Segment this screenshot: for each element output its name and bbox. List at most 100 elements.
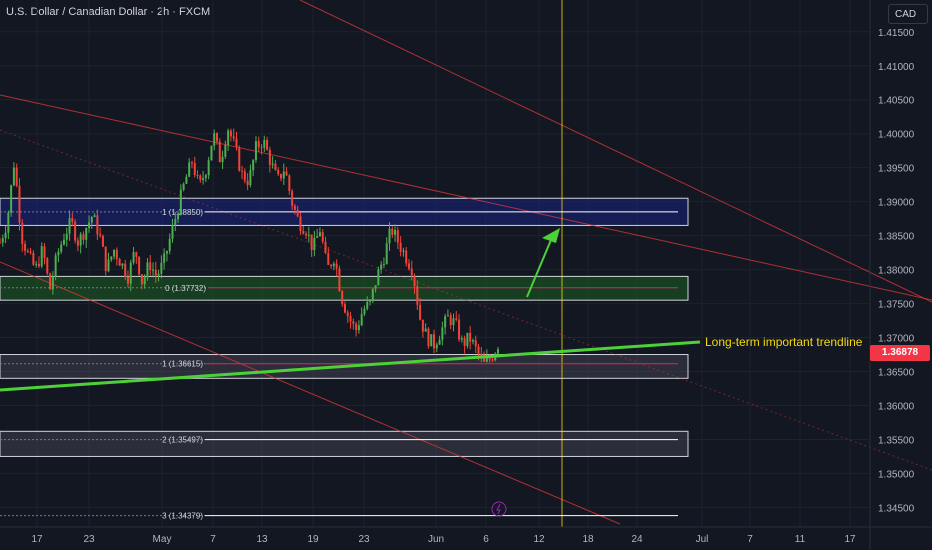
candle-body: [452, 318, 455, 326]
candle-body: [202, 178, 205, 180]
candle-body: [160, 262, 163, 274]
current-price-tag: 1.36878: [870, 345, 930, 361]
candle-body: [243, 171, 246, 181]
candle-body: [299, 216, 302, 232]
candle-body: [407, 263, 410, 269]
candle-body: [68, 218, 71, 234]
candle-body: [57, 251, 60, 256]
candle-body: [268, 149, 271, 165]
x-axis: 17 23 May 7 13 19 23 Jun 6 12 18 24 Jul 7 11 17: [0, 526, 932, 545]
candle-body: [227, 130, 230, 145]
candle-body: [321, 232, 324, 242]
long-term-trendline: [0, 340, 701, 392]
candle-body: [355, 323, 358, 331]
candle-body: [82, 234, 85, 240]
lightning-bolt: [496, 503, 501, 515]
annotation-marks: [491, 228, 560, 517]
candle-body: [279, 174, 282, 179]
candle-body: [263, 139, 266, 148]
candle-body: [291, 191, 294, 206]
candle-body: [460, 338, 463, 340]
candle-body: [416, 286, 419, 305]
y-axis: 1.41500 1.41000 1.40500 1.40000 1.39500 1.390…: [869, 0, 915, 550]
candle-body: [62, 239, 65, 245]
candle-body: [288, 175, 291, 192]
candle-body: [435, 344, 438, 349]
candle-body: [341, 291, 344, 305]
candle-body: [491, 359, 494, 361]
candle-body: [207, 160, 210, 176]
candle-body: [307, 234, 310, 236]
currency-badge[interactable]: CAD: [888, 4, 928, 24]
candle-body: [399, 242, 402, 252]
candle-body: [1, 238, 4, 243]
trendline-annotation: Long-term important trendline: [705, 335, 863, 349]
candle-body: [338, 268, 341, 292]
candle-body: [235, 138, 238, 148]
candle-body: [305, 233, 308, 236]
candle-body: [210, 145, 213, 161]
fib-label: 1 (1.36615): [162, 360, 203, 369]
candle-body: [165, 251, 168, 254]
candle-body: [260, 147, 263, 149]
candle-body: [366, 301, 369, 309]
candle-body: [32, 252, 35, 265]
fib-label: 0 (1.37732): [165, 284, 206, 293]
candle-body: [124, 263, 127, 277]
candle-body: [360, 314, 363, 326]
candle-body: [163, 253, 166, 263]
candle-body: [497, 349, 499, 354]
candle-body: [380, 264, 383, 270]
candle-body: [224, 144, 227, 157]
candle-body: [466, 332, 469, 346]
candle-body: [18, 185, 21, 223]
candle-body: [369, 299, 372, 302]
candle-body: [46, 258, 49, 274]
candle-body: [29, 251, 32, 253]
candle-body: [427, 328, 430, 347]
candle-body: [12, 167, 15, 186]
candle-body: [327, 252, 330, 265]
candle-body: [10, 185, 13, 213]
candle-body: [363, 308, 366, 315]
trendline: Long-term important trendline: [0, 335, 863, 392]
y-tick-label: 1.40000: [878, 130, 915, 141]
lightning-icon: [491, 501, 507, 517]
candle-body: [458, 319, 461, 340]
candle-body: [4, 232, 7, 239]
y-tick-label: 1.38500: [878, 232, 915, 243]
y-tick-label: 1.38000: [878, 266, 915, 277]
projection-arrow-shaft: [526, 239, 552, 298]
candle-body: [221, 156, 224, 163]
candle-body: [266, 139, 269, 150]
candle-body: [0, 242, 1, 244]
fib-label: 1 (1.38850): [162, 208, 203, 217]
candle-body: [343, 304, 346, 313]
candle-body: [293, 205, 296, 210]
candle-body: [229, 130, 232, 137]
x-tick-label: 23: [358, 534, 370, 545]
candle-body: [140, 274, 143, 285]
candle-body: [441, 327, 444, 340]
candle-body: [352, 321, 355, 324]
y-tick-label: 1.36500: [878, 368, 915, 379]
candle-body: [152, 269, 155, 271]
candle-body: [218, 141, 221, 163]
candle-body: [204, 175, 207, 179]
candle-body: [421, 319, 424, 332]
candle-body: [132, 252, 135, 263]
candle-body: [485, 357, 488, 362]
candle-body: [40, 246, 43, 267]
candle-body: [277, 170, 280, 175]
candle-body: [43, 246, 46, 259]
candle-body: [174, 219, 177, 226]
channel-line-mid: [0, 129, 932, 471]
candle-body: [99, 234, 102, 236]
x-tick-label: 17: [844, 534, 856, 545]
candle-body: [271, 163, 274, 165]
candle-body: [246, 180, 249, 186]
candle-body: [388, 228, 391, 244]
candle-body: [394, 229, 397, 235]
candle-body: [463, 338, 466, 346]
